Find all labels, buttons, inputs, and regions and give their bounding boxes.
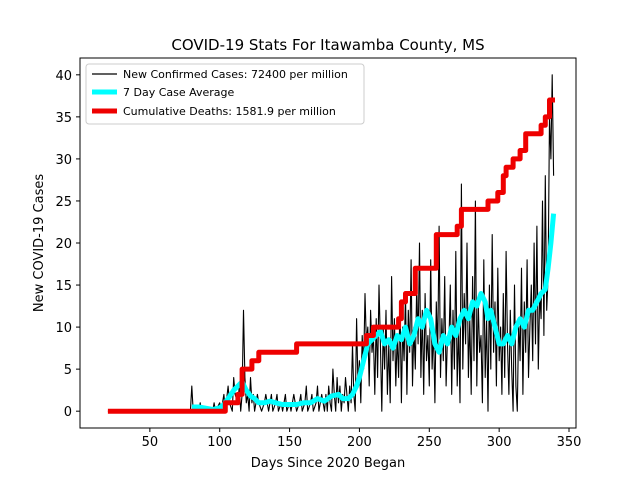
x-axis: 50 100 150 200 250 300 350 [142,428,582,450]
x-tick-label: 200 [347,435,372,450]
legend-label-7-day-average: 7 Day Case Average [123,86,235,99]
y-tick-label: 40 [55,69,72,84]
legend-label-new-cases: New Confirmed Cases: 72400 per million [123,68,348,81]
y-axis-label: New COVID-19 Cases [32,174,47,312]
y-tick-label: 5 [64,363,72,378]
legend-label-cumulative-deaths: Cumulative Deaths: 1581.9 per million [123,105,336,118]
y-tick-label: 10 [55,321,72,336]
x-tick-label: 350 [557,435,582,450]
y-tick-label: 15 [55,279,72,294]
y-tick-label: 0 [64,405,72,420]
y-tick-label: 30 [55,153,72,168]
x-tick-label: 300 [487,435,512,450]
x-tick-label: 250 [417,435,442,450]
y-tick-label: 20 [55,237,72,252]
x-tick-label: 50 [142,435,159,450]
plot-area [107,74,557,414]
x-tick-label: 150 [277,435,302,450]
legend: New Confirmed Cases: 72400 per million 7… [85,63,365,125]
series-line-new-cases [107,74,555,412]
y-tick-label: 25 [55,195,72,210]
y-axis: 0 5 10 15 20 25 30 35 40 [55,69,80,420]
y-tick-label: 35 [55,111,72,126]
x-tick-label: 100 [207,435,232,450]
legend-box [85,63,365,125]
series-line-7-day-average [191,213,557,412]
x-axis-label: Days Since 2020 Began [251,456,406,471]
series-line-cumulative-deaths [107,97,555,414]
chart-title: COVID-19 Stats For Itawamba County, MS [171,36,484,54]
